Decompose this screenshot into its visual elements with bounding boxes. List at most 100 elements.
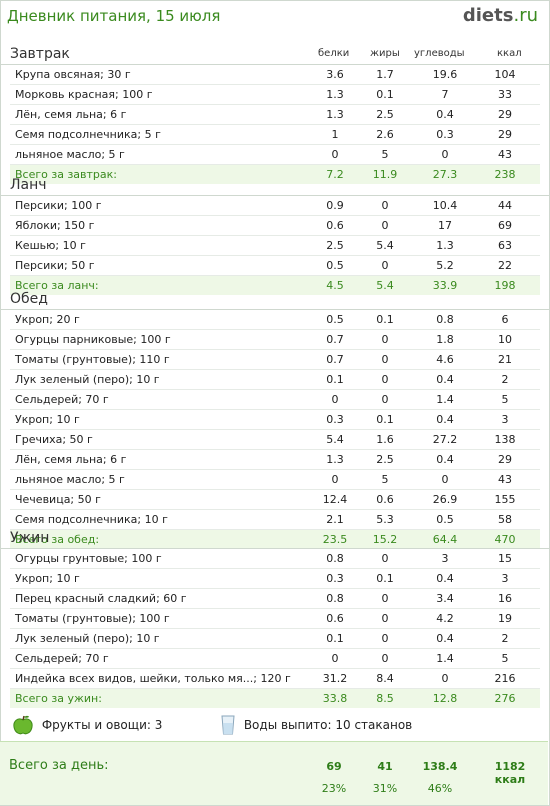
food-row[interactable]: Сельдерей; 70 г 0 0 1.4 5 bbox=[10, 390, 540, 410]
protein-value: 0.6 bbox=[326, 612, 344, 625]
food-row[interactable]: Огурцы парниковые; 100 г 0.7 0 1.8 10 bbox=[10, 330, 540, 350]
carbs-value: 0.4 bbox=[436, 108, 454, 121]
food-row[interactable]: Лён, семя льна; 6 г 1.3 2.5 0.4 29 bbox=[10, 105, 540, 125]
meal-total-label: Всего за ланч: bbox=[15, 279, 99, 292]
meal-total-row: Всего за ужин: 33.8 8.5 12.8 276 bbox=[10, 689, 540, 708]
kcal-value: 15 bbox=[498, 552, 512, 565]
kcal-value: 22 bbox=[498, 259, 512, 272]
meal-title: Обед bbox=[0, 289, 550, 310]
food-row[interactable]: Перец красный сладкий; 60 г 0.8 0 3.4 16 bbox=[10, 589, 540, 609]
kcal-value: 19 bbox=[498, 612, 512, 625]
fat-value: 2.5 bbox=[376, 453, 394, 466]
food-name: Лук зеленый (перо); 10 г bbox=[15, 632, 160, 645]
day-total-kcal: 1182 ккал bbox=[494, 760, 526, 786]
protein-value: 0.7 bbox=[326, 333, 344, 346]
column-carbs: углеводы bbox=[414, 48, 465, 59]
protein-value: 5.4 bbox=[326, 433, 344, 446]
food-name: льняное масло; 5 г bbox=[15, 473, 125, 486]
carbs-value: 12.8 bbox=[432, 692, 458, 705]
fat-value: 0 bbox=[381, 219, 389, 232]
carbs-value: 0.4 bbox=[436, 453, 454, 466]
carbs-value: 5.2 bbox=[436, 259, 454, 272]
meal-section-breakfast: Завтрак Крупа овсяная; 30 г 3.6 1.7 19.6 104 М… bbox=[0, 44, 550, 196]
food-row[interactable]: Яблоки; 150 г 0.6 0 17 69 bbox=[10, 216, 540, 236]
kcal-value: 21 bbox=[498, 353, 512, 366]
fat-value: 0 bbox=[381, 612, 389, 625]
kcal-value: 29 bbox=[498, 108, 512, 121]
extras-bar: Фрукты и овощи: 3 Воды выпито: 10 стакан… bbox=[0, 708, 550, 738]
fat-value: 0 bbox=[381, 333, 389, 346]
carbs-value: 19.6 bbox=[432, 68, 458, 81]
protein-value: 0 bbox=[331, 473, 339, 486]
kcal-value: 16 bbox=[498, 592, 512, 605]
food-row[interactable]: льняное масло; 5 г 0 5 0 43 bbox=[10, 145, 540, 165]
fat-value: 0 bbox=[381, 373, 389, 386]
food-row[interactable]: Семя подсолнечника; 10 г 2.1 5.3 0.5 58 bbox=[10, 510, 540, 530]
fat-value: 8.5 bbox=[376, 692, 394, 705]
fat-value: 0.1 bbox=[376, 88, 394, 101]
food-name: Укроп; 20 г bbox=[15, 313, 80, 326]
food-row[interactable]: Гречиха; 50 г 5.4 1.6 27.2 138 bbox=[10, 430, 540, 450]
meal-total-label: Всего за ужин: bbox=[15, 692, 102, 705]
day-total-fat: 41 bbox=[377, 760, 393, 773]
food-row[interactable]: Томаты (грунтовые); 110 г 0.7 0 4.6 21 bbox=[10, 350, 540, 370]
protein-value: 1.3 bbox=[326, 88, 344, 101]
food-row[interactable]: Чечевица; 50 г 12.4 0.6 26.9 155 bbox=[10, 490, 540, 510]
kcal-value: 43 bbox=[498, 148, 512, 161]
food-row[interactable]: Персики; 100 г 0.9 0 10.4 44 bbox=[10, 196, 540, 216]
site-logo[interactable]: diets.ru bbox=[463, 5, 538, 26]
carbs-value: 7 bbox=[441, 88, 449, 101]
kcal-value: 63 bbox=[498, 239, 512, 252]
food-row[interactable]: Кешью; 10 г 2.5 5.4 1.3 63 bbox=[10, 236, 540, 256]
fat-value: 0 bbox=[381, 632, 389, 645]
food-row[interactable]: Томаты (грунтовые); 100 г 0.6 0 4.2 19 bbox=[10, 609, 540, 629]
fat-value: 0.1 bbox=[376, 572, 394, 585]
food-row[interactable]: Морковь красная; 100 г 1.3 0.1 7 33 bbox=[10, 85, 540, 105]
food-row[interactable]: Укроп; 10 г 0.3 0.1 0.4 3 bbox=[10, 569, 540, 589]
food-row[interactable]: Индейка всех видов, шейки, только мя...;… bbox=[10, 669, 540, 689]
food-row[interactable]: Семя подсолнечника; 5 г 1 2.6 0.3 29 bbox=[10, 125, 540, 145]
protein-value: 7.2 bbox=[326, 168, 344, 181]
food-name: Яблоки; 150 г bbox=[15, 219, 95, 232]
food-row[interactable]: Укроп; 10 г 0.3 0.1 0.4 3 bbox=[10, 410, 540, 430]
food-name: Семя подсолнечника; 5 г bbox=[15, 128, 161, 141]
kcal-value: 2 bbox=[501, 373, 509, 386]
food-row[interactable]: Лук зеленый (перо); 10 г 0.1 0 0.4 2 bbox=[10, 370, 540, 390]
food-name: Лён, семя льна; 6 г bbox=[15, 453, 127, 466]
kcal-value: 6 bbox=[501, 313, 509, 326]
food-name: Томаты (грунтовые); 110 г bbox=[15, 353, 170, 366]
carbs-value: 0.4 bbox=[436, 413, 454, 426]
food-row[interactable]: Сельдерей; 70 г 0 0 1.4 5 bbox=[10, 649, 540, 669]
meal-total-label: Всего за завтрак: bbox=[15, 168, 118, 181]
fat-value: 0 bbox=[381, 652, 389, 665]
food-row[interactable]: Огурцы грунтовые; 100 г 0.8 0 3 15 bbox=[10, 549, 540, 569]
food-row[interactable]: Персики; 50 г 0.5 0 5.2 22 bbox=[10, 256, 540, 276]
carbs-value: 33.9 bbox=[432, 279, 458, 292]
kcal-value: 58 bbox=[498, 513, 512, 526]
protein-value: 2.5 bbox=[326, 239, 344, 252]
carbs-value: 0 bbox=[441, 473, 449, 486]
carbs-value: 0.4 bbox=[436, 632, 454, 645]
fat-value: 0.1 bbox=[376, 313, 394, 326]
fat-value: 5.4 bbox=[376, 279, 394, 292]
fat-value: 0 bbox=[381, 259, 389, 272]
food-row[interactable]: Крупа овсяная; 30 г 3.6 1.7 19.6 104 bbox=[10, 65, 540, 85]
carbs-value: 0 bbox=[441, 672, 449, 685]
food-row[interactable]: Лён, семя льна; 6 г 1.3 2.5 0.4 29 bbox=[10, 450, 540, 470]
fat-value: 5.3 bbox=[376, 513, 394, 526]
day-pct-carbs: 46% bbox=[427, 782, 453, 795]
fat-value: 2.6 bbox=[376, 128, 394, 141]
carbs-value: 64.4 bbox=[432, 533, 458, 546]
page-title: Дневник питания, 15 июля bbox=[7, 7, 221, 25]
fat-value: 0.6 bbox=[376, 493, 394, 506]
carbs-value: 1.8 bbox=[436, 333, 454, 346]
kcal-value: 5 bbox=[501, 652, 509, 665]
carbs-value: 3.4 bbox=[436, 592, 454, 605]
food-name: льняное масло; 5 г bbox=[15, 148, 125, 161]
kcal-value: 44 bbox=[498, 199, 512, 212]
food-row[interactable]: льняное масло; 5 г 0 5 0 43 bbox=[10, 470, 540, 490]
food-row[interactable]: Укроп; 20 г 0.5 0.1 0.8 6 bbox=[10, 310, 540, 330]
protein-value: 1 bbox=[331, 128, 339, 141]
food-row[interactable]: Лук зеленый (перо); 10 г 0.1 0 0.4 2 bbox=[10, 629, 540, 649]
meal-title: Ланч bbox=[0, 175, 550, 196]
